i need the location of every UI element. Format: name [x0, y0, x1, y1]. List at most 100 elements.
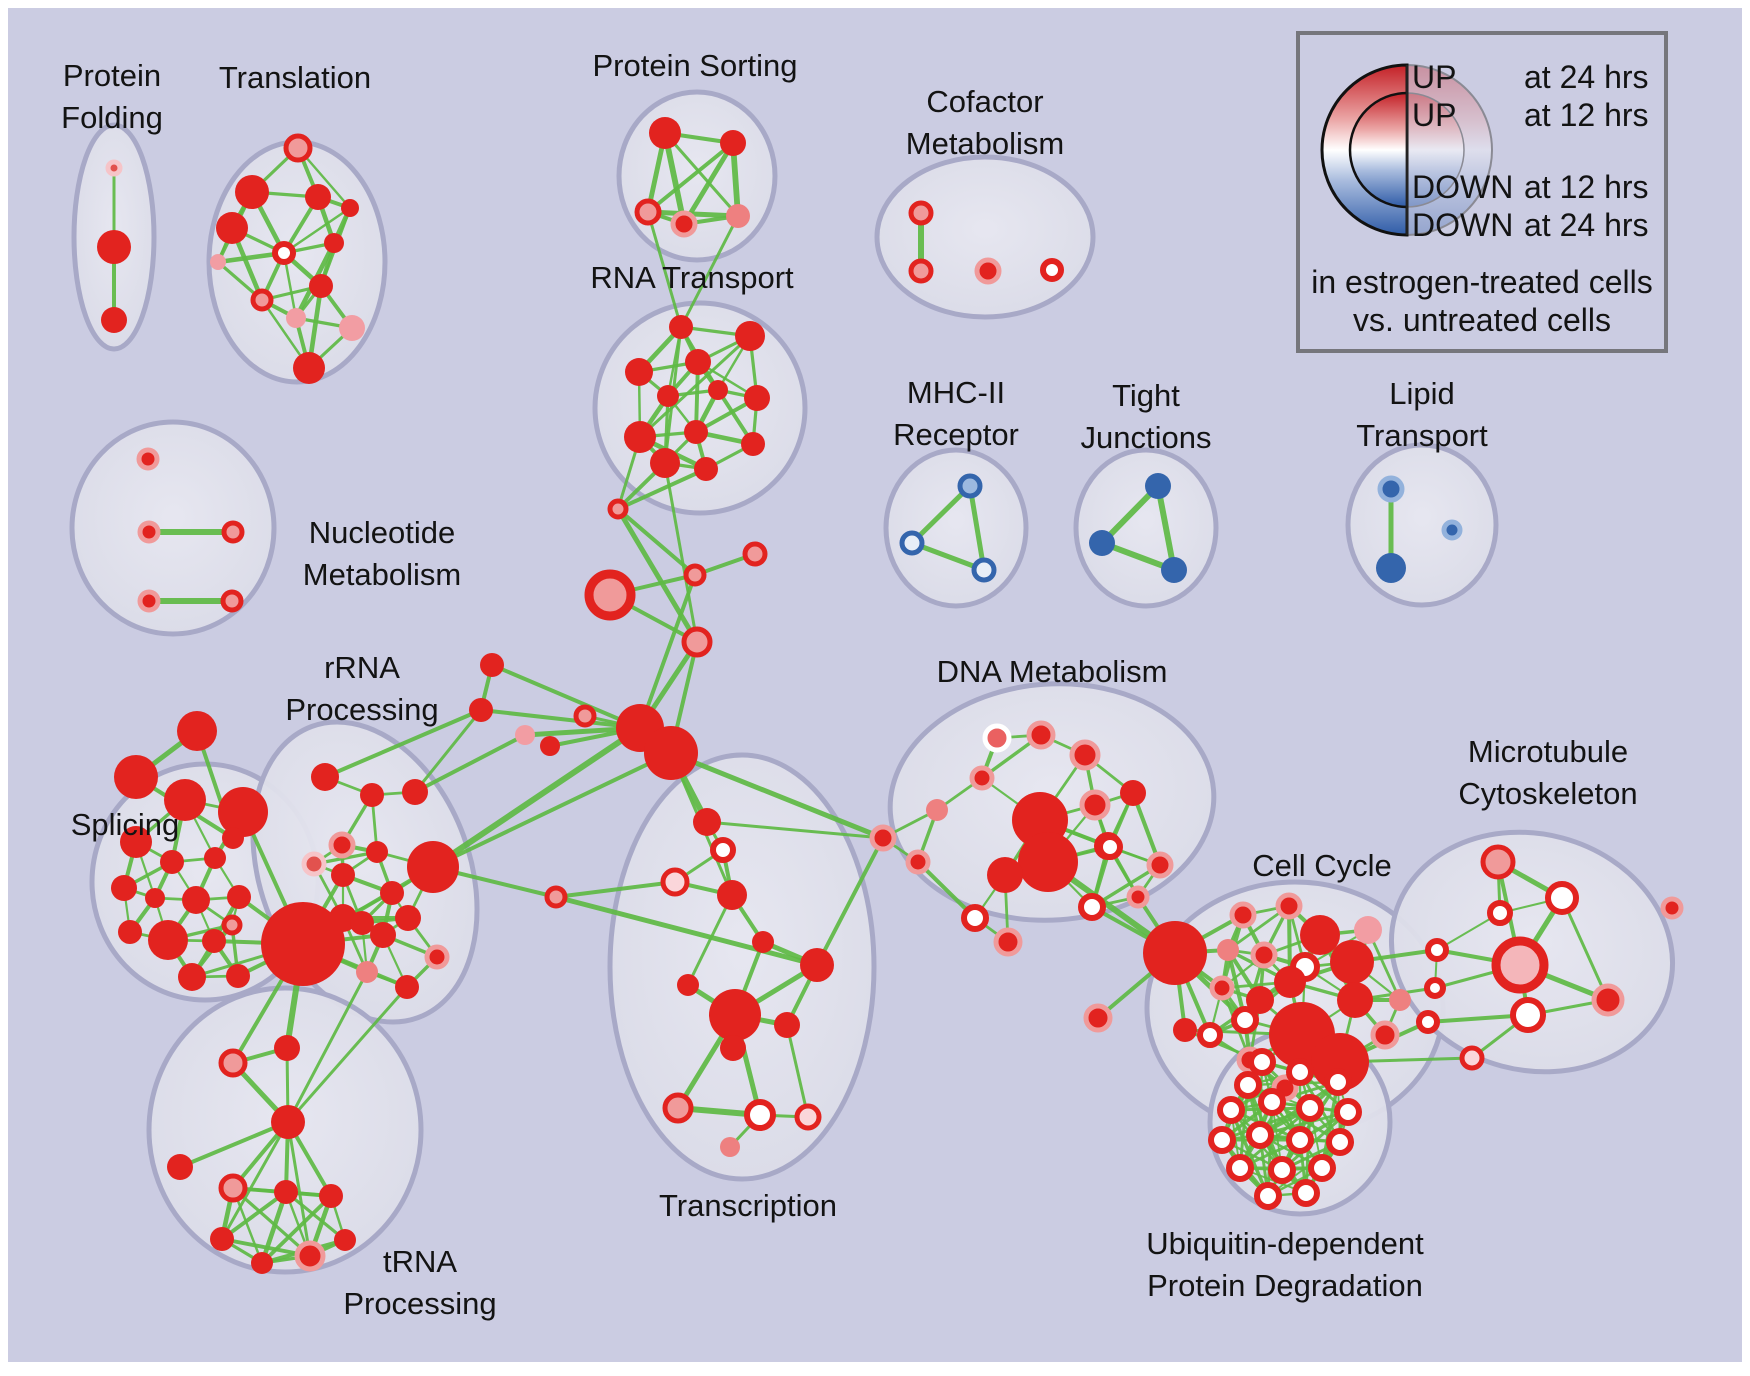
network-node-hub.0: [261, 902, 345, 986]
cluster-label-tn: tRNA: [383, 1244, 457, 1279]
network-node-tc.5: [752, 931, 774, 953]
network-node-cf.1: [908, 258, 934, 284]
network-node-rt.6: [744, 385, 770, 411]
network-node-tl.7: [309, 274, 333, 298]
network-edge: [705, 820, 885, 840]
network-node-sp.13: [178, 963, 206, 991]
network-node-nm.4: [220, 589, 244, 613]
network-node-tl.4: [272, 241, 296, 265]
network-node-ih.1: [1173, 1018, 1197, 1042]
legend-time-label: at 12 hrs: [1524, 169, 1649, 205]
network-node-th.0: [218, 1173, 248, 1203]
network-node-rt.4: [657, 385, 679, 407]
network-node-ps.0: [649, 117, 681, 149]
legend-direction-label: UP: [1412, 97, 1456, 133]
network-node-cc.5: [1330, 940, 1374, 984]
network-node-rr.1: [360, 783, 384, 807]
network-node-dm.14: [1146, 851, 1174, 879]
legend-direction-label: UP: [1412, 59, 1456, 95]
network-edge: [286, 985, 409, 1124]
network-edge: [553, 894, 820, 968]
network-node-ub.0: [1248, 1048, 1276, 1076]
network-node-cc.11: [1197, 1022, 1223, 1048]
network-node-br.3: [573, 704, 597, 728]
cluster-label-pf: Protein: [63, 58, 161, 93]
network-node-ub.16: [1292, 1179, 1320, 1207]
network-node-cf.3: [1040, 258, 1064, 282]
network-node-tn.0: [218, 1048, 248, 1078]
network-node-mt.5: [1510, 997, 1546, 1033]
network-node-rr.7: [407, 841, 459, 893]
network-node-nm.0: [136, 447, 160, 471]
network-node-cc.13: [1246, 986, 1274, 1014]
network-node-lt.0: [1377, 475, 1405, 503]
network-node-tj.0: [1145, 473, 1171, 499]
cluster-label-tj: Tight: [1112, 378, 1180, 413]
network-node-sp.6: [145, 888, 165, 908]
network-node-sp.10: [148, 920, 188, 960]
network-node-tl.2: [305, 184, 331, 210]
network-node-tc.9: [774, 1012, 800, 1038]
network-node-cc.0: [1229, 901, 1257, 929]
network-node-dm.18: [993, 927, 1023, 957]
network-node-rr.3: [328, 831, 356, 859]
cluster-label-cc: Cell Cycle: [1252, 848, 1392, 883]
network-node-cc.16: [1370, 1020, 1400, 1050]
network-node-ps.2: [634, 198, 662, 226]
network-node-dm.3: [969, 765, 995, 791]
legend-direction-label: DOWN: [1412, 207, 1513, 243]
network-node-rr.4: [301, 851, 327, 877]
network-node-tc.14: [720, 1137, 740, 1157]
network-node-ub.5: [1258, 1088, 1286, 1116]
network-node-tn.2: [271, 1105, 305, 1139]
network-node-ub.13: [1268, 1156, 1296, 1184]
network-node-sp.3: [160, 850, 184, 874]
network-node-mt.1: [1545, 881, 1579, 915]
network-node-ch.1: [584, 569, 636, 621]
network-edge: [220, 1120, 290, 1241]
network-node-rt.1: [735, 321, 765, 351]
network-node-dm.2: [1069, 739, 1101, 771]
network-node-ub.8: [1208, 1126, 1236, 1154]
network-node-tl.10: [293, 352, 325, 384]
network-node-sp.5: [111, 875, 137, 901]
network-node-th.5: [294, 1240, 326, 1272]
network-node-tl.12: [341, 199, 359, 217]
network-node-rr.0: [311, 763, 339, 791]
network-edge: [686, 893, 734, 987]
network-node-cn.0: [1425, 938, 1449, 962]
cluster-label-rr: Processing: [285, 692, 438, 727]
network-node-tc.1: [710, 837, 736, 863]
network-node-dm.12: [1079, 789, 1111, 821]
network-node-sp.1: [218, 787, 268, 837]
network-node-mt.6: [1660, 896, 1684, 920]
network-node-br.1: [469, 698, 493, 722]
network-node-th.3: [210, 1227, 234, 1251]
cluster-label-lt: Lipid: [1389, 376, 1455, 411]
network-node-tc.3: [717, 880, 747, 910]
network-edge: [554, 880, 677, 899]
network-node-rr.10: [350, 911, 374, 935]
network-node-cc.9: [1231, 1006, 1259, 1034]
network-node-cc.7: [1209, 975, 1235, 1001]
network-node-lt.1: [1376, 553, 1406, 583]
network-node-tri.0: [177, 711, 217, 751]
cluster-label-sp: Splicing: [71, 807, 180, 842]
network-edge: [616, 467, 708, 511]
network-node-tl.11: [210, 254, 226, 270]
network-node-ih.0: [1143, 921, 1207, 985]
network-node-tc.11: [662, 1092, 694, 1124]
cluster-label-nm: Nucleotide: [309, 515, 455, 550]
cluster-label-rr: rRNA: [324, 650, 400, 685]
network-edge: [638, 334, 752, 439]
network-edge: [615, 506, 700, 645]
cluster-label-nm: Metabolism: [303, 557, 462, 592]
network-node-rt.2: [685, 349, 711, 375]
network-node-ub.10: [1286, 1126, 1314, 1154]
network-node-mt.0: [1480, 844, 1516, 880]
legend-time-label: at 12 hrs: [1524, 97, 1649, 133]
network-edge: [413, 708, 483, 794]
network-edge: [815, 836, 885, 967]
network-node-ub.11: [1326, 1128, 1354, 1156]
